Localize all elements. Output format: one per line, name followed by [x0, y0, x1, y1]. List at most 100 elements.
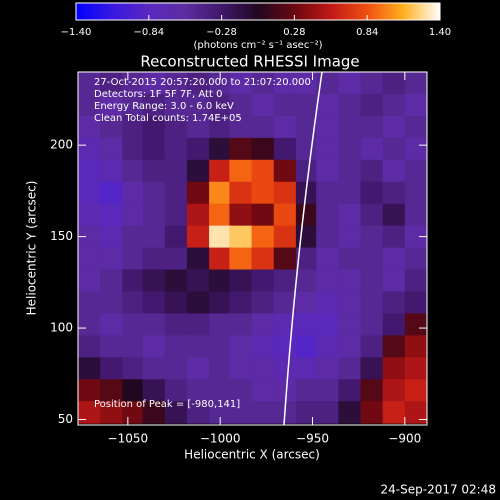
- heatmap-cell: [382, 93, 406, 117]
- heatmap-cell: [360, 313, 384, 336]
- heatmap-cell: [186, 203, 210, 227]
- heatmap-cell: [360, 93, 384, 117]
- x-tick-label: −1050: [108, 432, 149, 446]
- heatmap-cell: [251, 72, 275, 95]
- heatmap-cell: [142, 357, 166, 380]
- heatmap-cell: [360, 247, 384, 271]
- heatmap-cell: [209, 247, 232, 271]
- heatmap-cell: [122, 137, 145, 161]
- heatmap-cell: [209, 137, 232, 161]
- heatmap-cell: [186, 401, 210, 424]
- heatmap-cell: [382, 159, 406, 183]
- heatmap-cell: [100, 357, 123, 380]
- heatmap-cell: [316, 313, 339, 336]
- heatmap-cell: [186, 181, 210, 205]
- heatmap-cell: [122, 269, 145, 292]
- heatmap-cell: [186, 357, 210, 380]
- heatmap-cell: [360, 181, 384, 205]
- x-tick-label: −1000: [200, 432, 241, 446]
- heatmap-cell: [100, 379, 123, 402]
- heatmap-cell: [404, 203, 428, 227]
- heatmap-cell: [360, 137, 384, 161]
- heatmap-cell: [251, 181, 275, 205]
- heatmap-cell: [122, 357, 145, 380]
- heatmap-cell: [164, 159, 188, 183]
- heatmap-cell: [229, 401, 253, 424]
- heatmap-cell: [404, 335, 428, 358]
- heatmap-cell: [229, 269, 253, 292]
- heatmap-cell: [142, 379, 166, 402]
- heatmap-cell: [209, 313, 232, 336]
- heatmap-cell: [404, 181, 428, 205]
- heatmap-cell: [78, 72, 101, 95]
- heatmap-cell: [78, 225, 101, 249]
- heatmap-cell: [295, 313, 319, 336]
- heatmap-cell: [164, 379, 188, 402]
- heatmap-cell: [404, 401, 428, 424]
- heatmap-cell: [360, 291, 384, 314]
- heatmap-cell: [142, 269, 166, 292]
- heatmap-cell: [142, 115, 166, 139]
- heatmap-cell: [251, 357, 275, 380]
- heatmap-cell: [360, 401, 384, 424]
- heatmap-cell: [142, 93, 166, 117]
- heatmap-cell: [78, 335, 101, 358]
- heatmap-cell: [100, 159, 123, 183]
- heatmap-cell: [251, 401, 275, 424]
- colorbar-tick-label: −1.40: [61, 27, 92, 38]
- heatmap-cell: [122, 181, 145, 205]
- heatmap-cell: [209, 335, 232, 358]
- heatmap-cell: [338, 159, 362, 183]
- heatmap-cell: [360, 379, 384, 402]
- heatmap-cell: [316, 401, 339, 424]
- heatmap-cell: [316, 225, 339, 249]
- heatmap-cell: [273, 115, 297, 139]
- colorbar-tick-label: 0.28: [283, 27, 305, 38]
- heatmap-cell: [382, 115, 406, 139]
- heatmap-cell: [142, 181, 166, 205]
- heatmap-cell: [164, 401, 188, 424]
- heatmap-cell: [186, 269, 210, 292]
- heatmap-cell: [360, 159, 384, 183]
- heatmap-cell: [338, 225, 362, 249]
- x-axis-label: Heliocentric X (arcsec): [184, 448, 320, 462]
- heatmap-cell: [251, 93, 275, 117]
- heatmap-cell: [122, 203, 145, 227]
- heatmap-cell: [338, 137, 362, 161]
- heatmap-cell: [78, 181, 101, 205]
- annotation: 27-Oct-2015 20:57:20.000 to 21:07:20.000: [94, 77, 311, 88]
- heatmap-cell: [100, 335, 123, 358]
- colorbar-tick-label: −0.84: [133, 27, 164, 38]
- heatmap-cell: [382, 203, 406, 227]
- colorbar: [76, 3, 440, 20]
- heatmap-cell: [164, 291, 188, 314]
- heatmap-cell: [316, 93, 339, 117]
- heatmap-cell: [295, 335, 319, 358]
- annotation: Detectors: 1F 5F 7F, Att 0: [94, 89, 222, 100]
- heatmap-cell: [209, 203, 232, 227]
- heatmap-cell: [360, 269, 384, 292]
- heatmap-cell: [122, 379, 145, 402]
- heatmap-cell: [338, 181, 362, 205]
- heatmap-cell: [360, 357, 384, 380]
- x-tick-label: −900: [388, 432, 421, 446]
- heatmap-cell: [382, 313, 406, 336]
- heatmap-cell: [382, 357, 406, 380]
- heatmap-cell: [142, 137, 166, 161]
- heatmap-cell: [273, 269, 297, 292]
- heatmap-cell: [78, 137, 101, 161]
- heatmap-cell: [251, 225, 275, 249]
- heatmap-cells: [78, 72, 428, 424]
- heatmap-cell: [229, 335, 253, 358]
- heatmap-cell: [100, 225, 123, 249]
- heatmap-cell: [209, 72, 232, 95]
- heatmap-cell: [316, 357, 339, 380]
- heatmap-cell: [142, 225, 166, 249]
- heatmap-cell: [78, 115, 101, 139]
- heatmap-cell: [404, 93, 428, 117]
- heatmap-cell: [164, 181, 188, 205]
- heatmap-cell: [338, 115, 362, 139]
- heatmap-cell: [229, 225, 253, 249]
- heatmap-cell: [404, 269, 428, 292]
